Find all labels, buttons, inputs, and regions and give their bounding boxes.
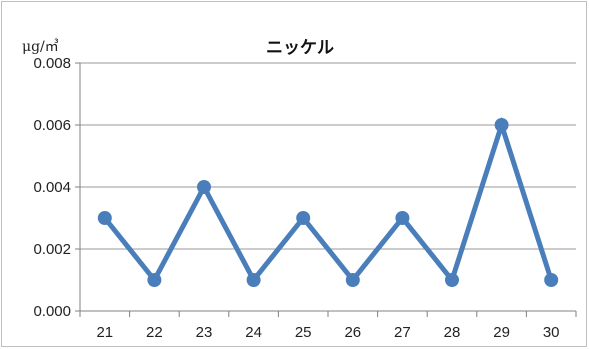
data-point xyxy=(197,180,211,194)
x-tick-label: 22 xyxy=(146,324,163,341)
axes xyxy=(75,62,577,317)
y-tick-label: 0.002 xyxy=(33,241,71,258)
x-tick-label: 29 xyxy=(493,324,510,341)
gridlines xyxy=(80,62,576,250)
y-tick-label: 0.000 xyxy=(33,303,71,320)
y-tick-label: 0.006 xyxy=(33,117,71,134)
x-tick-label: 27 xyxy=(394,324,411,341)
chart-title: ニッケル xyxy=(266,38,334,58)
data-point xyxy=(97,211,112,225)
y-tick-labels: 0.000 0.002 0.004 0.006 0.008 xyxy=(33,55,71,320)
x-tick-label: 21 xyxy=(96,324,113,341)
y-axis-unit-label: μg/㎥ xyxy=(22,39,59,55)
x-tick-label: 30 xyxy=(543,324,560,341)
data-point xyxy=(345,273,360,287)
x-tick-label: 25 xyxy=(295,324,312,341)
data-point xyxy=(395,211,410,225)
series-line xyxy=(102,116,554,286)
data-point xyxy=(544,273,559,287)
y-tick-label: 0.004 xyxy=(33,179,71,196)
x-tick-label: 23 xyxy=(196,324,213,341)
data-point xyxy=(147,273,162,287)
data-point xyxy=(246,273,261,287)
x-tick-label: 24 xyxy=(245,324,262,341)
series-layer xyxy=(97,116,559,287)
y-tick-label: 0.008 xyxy=(33,55,71,72)
data-point xyxy=(445,273,459,287)
x-tick-labels: 21 22 23 24 25 26 27 28 29 30 xyxy=(96,324,559,341)
x-tick-label: 28 xyxy=(444,324,461,341)
data-point xyxy=(296,211,311,225)
x-tick-label: 26 xyxy=(344,324,361,341)
data-point xyxy=(494,118,509,132)
